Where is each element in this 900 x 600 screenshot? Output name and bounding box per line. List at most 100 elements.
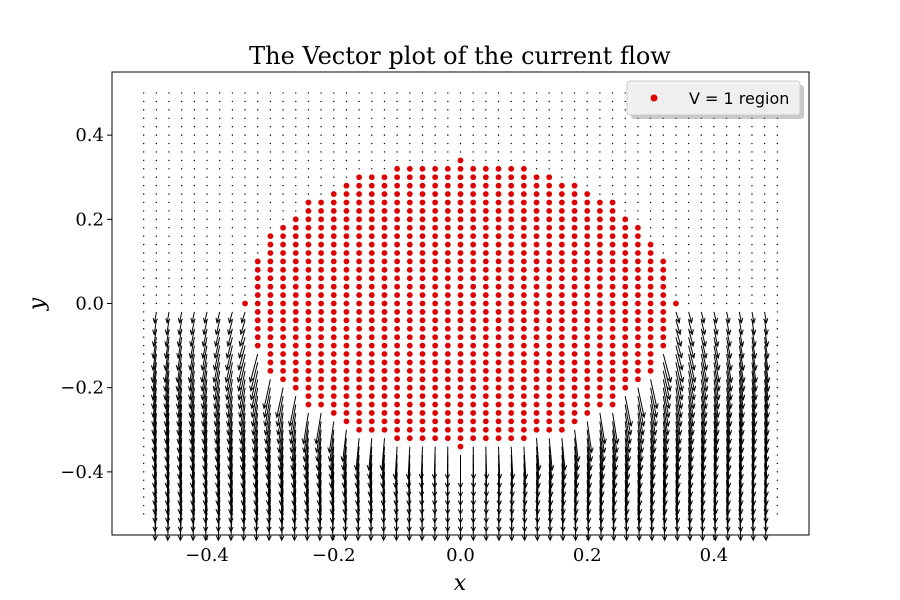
vector-arrow <box>168 193 170 195</box>
region-point <box>279 232 287 240</box>
region-point <box>393 224 401 232</box>
region-point <box>495 325 503 333</box>
vector-arrow <box>421 159 424 162</box>
vector-arrow <box>751 370 758 401</box>
region-point <box>520 367 528 375</box>
vector-arrow <box>214 429 221 463</box>
vector-arrow <box>320 193 322 195</box>
region-point <box>393 308 401 316</box>
vector-arrow <box>573 159 576 162</box>
vector-arrow <box>219 260 221 263</box>
vector-arrow <box>700 277 702 279</box>
region-point <box>406 350 414 358</box>
region-point <box>482 241 490 249</box>
region-point <box>317 241 325 249</box>
vector-arrow <box>523 134 525 136</box>
vector-arrow <box>776 117 779 120</box>
vector-arrow <box>649 142 652 145</box>
vector-arrow <box>282 117 284 120</box>
vector-arrow <box>751 142 753 145</box>
region-point <box>456 207 464 215</box>
region-point <box>431 342 439 350</box>
vector-arrow <box>269 218 272 221</box>
region-point <box>520 358 528 366</box>
vector-arrow <box>485 117 487 120</box>
vector-arrow <box>409 134 411 136</box>
vector-arrow <box>776 151 779 153</box>
vector-arrow <box>649 471 656 507</box>
vector-arrow <box>333 134 335 136</box>
vector-arrow <box>193 117 196 120</box>
vector-arrow <box>713 404 720 436</box>
region-point <box>241 299 249 307</box>
region-point <box>507 434 515 442</box>
vector-arrow <box>497 109 500 111</box>
vector-arrow <box>212 345 221 372</box>
vector-arrow <box>168 269 170 271</box>
vector-arrow <box>725 311 731 324</box>
region-point <box>659 342 667 350</box>
vector-arrow <box>155 109 158 111</box>
region-point <box>279 350 287 358</box>
region-point <box>292 342 300 350</box>
region-point <box>621 224 629 232</box>
vector-arrow <box>751 337 758 360</box>
region-point <box>545 358 553 366</box>
region-point <box>330 257 338 265</box>
vector-arrow <box>329 480 335 515</box>
vector-arrow <box>624 454 631 489</box>
region-point <box>609 224 617 232</box>
vector-arrow <box>662 168 664 170</box>
region-point <box>609 291 617 299</box>
vector-arrow <box>548 92 550 94</box>
vector-arrow <box>265 438 271 472</box>
region-point <box>431 434 439 442</box>
vector-arrow <box>574 454 580 489</box>
region-point <box>393 207 401 215</box>
vector-arrow <box>295 134 297 136</box>
vector-arrow <box>599 92 601 94</box>
vector-arrow <box>163 404 170 436</box>
vector-arrow <box>168 302 170 305</box>
vector-arrow <box>219 285 221 288</box>
vector-arrow <box>726 370 733 401</box>
region-point <box>292 316 300 324</box>
vector-arrow <box>176 404 183 436</box>
vector-arrow <box>662 134 664 136</box>
vector-arrow <box>206 218 208 221</box>
vector-arrow <box>342 471 348 507</box>
vector-arrow <box>155 184 158 187</box>
region-point <box>393 358 401 366</box>
vector-arrow <box>470 446 477 480</box>
region-point <box>571 375 579 383</box>
region-point <box>621 384 629 392</box>
region-point <box>533 367 541 375</box>
vector-arrow <box>713 235 715 237</box>
region-point <box>469 173 477 181</box>
vector-arrow <box>763 168 766 170</box>
vector-arrow <box>713 168 715 170</box>
vector-arrow <box>226 404 233 436</box>
vector-arrow <box>142 159 145 162</box>
vector-arrow <box>573 168 576 170</box>
region-point <box>647 350 655 358</box>
region-point <box>292 333 300 341</box>
vector-arrow <box>263 396 271 428</box>
region-point <box>444 291 452 299</box>
vector-arrow <box>510 100 512 103</box>
region-point <box>444 283 452 291</box>
region-point <box>583 291 591 299</box>
vector-arrow <box>700 235 702 237</box>
vector-arrow <box>320 126 322 128</box>
region-point <box>621 325 629 333</box>
vector-arrow <box>239 412 246 445</box>
region-point <box>317 291 325 299</box>
vector-arrow <box>190 471 196 507</box>
vector-arrow <box>168 109 170 111</box>
vector-arrow <box>282 193 284 195</box>
vector-arrow <box>649 193 652 195</box>
vector-arrow <box>142 235 145 237</box>
vector-arrow <box>611 151 614 153</box>
region-point <box>482 316 490 324</box>
vector-arrow <box>142 378 145 380</box>
